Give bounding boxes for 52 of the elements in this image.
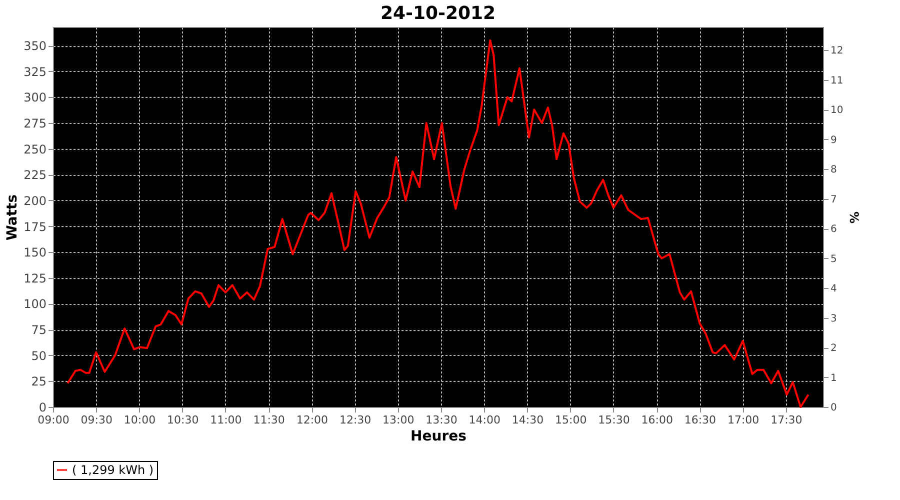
x-tick-label: 14:30 [512, 414, 544, 426]
x-tick-label: 10:30 [166, 414, 199, 426]
y-tick-label: 350 [24, 39, 46, 54]
y-tick-label: 0 [38, 400, 46, 414]
x-tick-label: 11:30 [253, 414, 285, 426]
y-tick-label: 250 [24, 142, 46, 156]
y2-tick-label: 5 [830, 254, 837, 265]
line-series [66, 39, 810, 408]
chart-title: 24-10-2012 [380, 3, 496, 24]
y-tick-label: 75 [31, 323, 46, 338]
y-tick-label: 25 [31, 374, 46, 389]
y2-tick-label: 0 [830, 402, 837, 414]
x-axis-title: Heures [410, 428, 466, 444]
x-tick-label: 17:00 [727, 414, 760, 426]
x-tick-label: 12:30 [339, 414, 372, 426]
x-tick-label: 13:30 [426, 414, 458, 426]
x-tick-label: 15:00 [555, 414, 587, 426]
y-tick-label: 275 [24, 116, 46, 131]
y-tick-label: 325 [24, 64, 46, 79]
y-tick-label: 225 [24, 168, 46, 182]
legend-label: ( 1,299 kWh ) [72, 463, 154, 477]
y2-tick-label: 3 [830, 313, 837, 324]
y-tick-label: 150 [24, 246, 46, 260]
x-tick-label: 09:30 [80, 414, 112, 426]
y2-tick-label: 1 [830, 372, 837, 384]
x-tick-label: 12:00 [296, 414, 328, 426]
y-tick-label: 100 [24, 297, 46, 312]
y-tick-label: 300 [24, 90, 46, 105]
x-tick-label: 13:00 [382, 414, 414, 426]
x-tick-label: 11:00 [210, 414, 242, 426]
x-tick-label: 16:30 [684, 414, 716, 426]
y2-tick-label: 2 [830, 343, 837, 354]
x-tick-label: 15:30 [598, 414, 630, 426]
y2-tick-label: 7 [830, 194, 837, 206]
y2-tick-label: 12 [830, 46, 844, 57]
y-tick-label: 50 [31, 348, 46, 363]
y2-tick-label: 6 [830, 224, 837, 236]
x-tick-label: 14:00 [468, 414, 500, 426]
y2-tick-label: 10 [830, 105, 844, 116]
x-tick-label: 09:00 [38, 414, 70, 426]
y2-tick-label: 11 [830, 75, 844, 86]
y-tick-label: 175 [24, 220, 46, 234]
y-tick-label: 125 [24, 271, 46, 286]
x-tick-label: 16:00 [641, 414, 673, 426]
y-tick-label: 200 [24, 194, 46, 208]
x-tick-label: 17:30 [770, 414, 802, 426]
y2-tick-label: 4 [830, 284, 837, 295]
x-tick-label: 10:00 [124, 414, 156, 426]
y2-tick-label: 8 [830, 164, 837, 176]
y2-axis-title: % [847, 211, 862, 224]
y-axis-title: Watts [4, 194, 21, 241]
y2-tick-label: 9 [830, 134, 837, 146]
